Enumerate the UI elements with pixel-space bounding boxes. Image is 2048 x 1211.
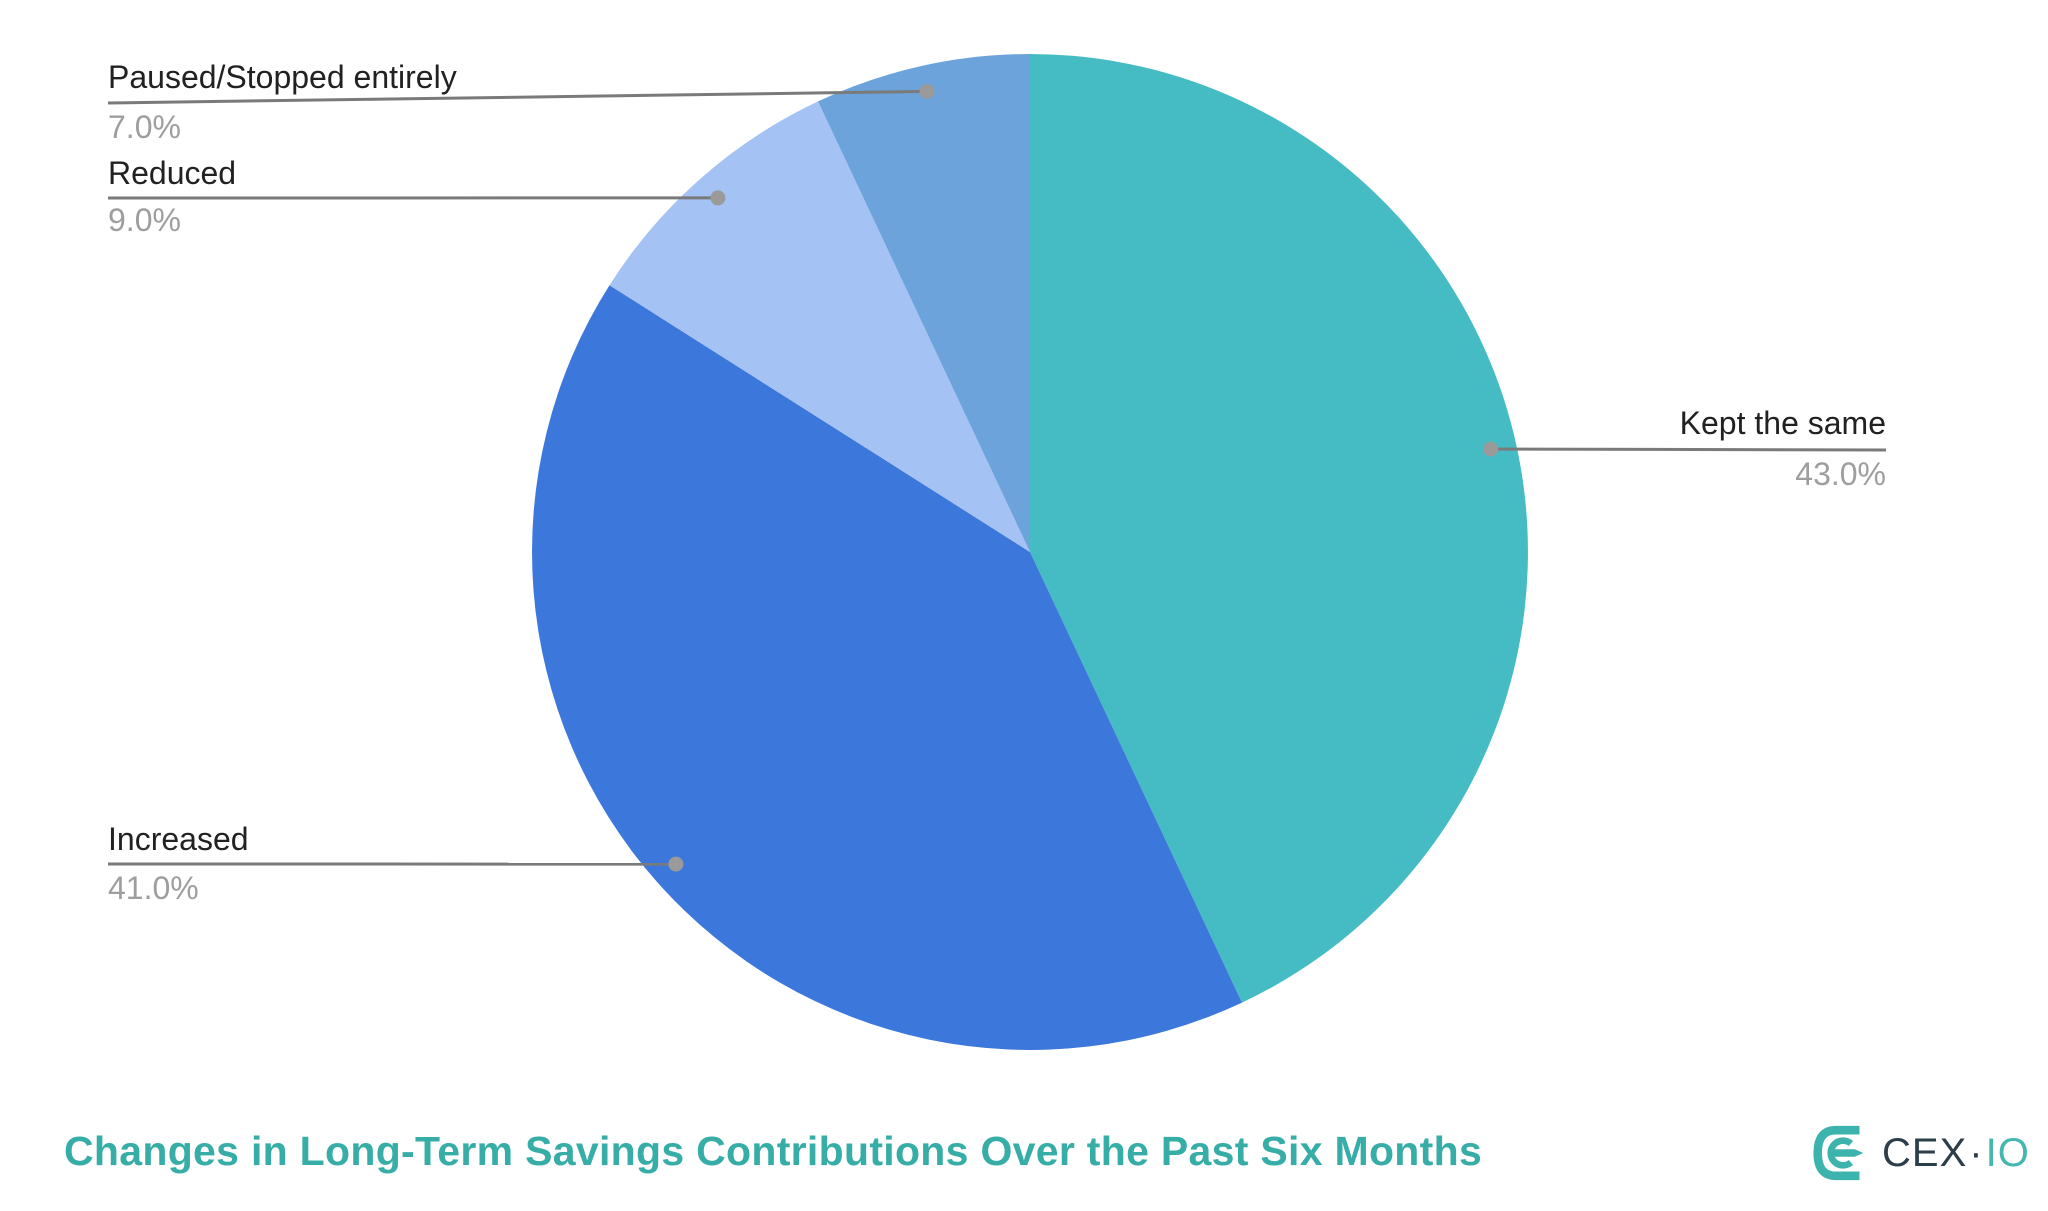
callout-line xyxy=(1490,447,1887,452)
cexio-logo: CEX · IO xyxy=(1812,1120,2030,1186)
callout-dot xyxy=(710,190,726,206)
callout-line xyxy=(107,89,928,105)
callout-percent-kept-the-same: 43.0% xyxy=(1795,456,1886,492)
callout-percent-paused-stopped-entirely: 7.0% xyxy=(108,109,181,145)
logo-outer-c xyxy=(1813,1125,1860,1181)
logo-text-cex: CEX xyxy=(1882,1130,1968,1175)
cexio-logo-text: CEX · IO xyxy=(1882,1131,2030,1176)
pie-slice-increased xyxy=(532,285,1242,1050)
callout-dot xyxy=(919,83,935,99)
callout-dot xyxy=(1483,441,1499,457)
callout-label-kept-the-same: Kept the same xyxy=(1679,405,1886,441)
callout-percent-increased: 41.0% xyxy=(108,870,199,906)
logo-inner-c xyxy=(1827,1137,1854,1169)
pie-slice-kept-the-same xyxy=(1030,54,1528,1003)
cexio-logo-mark-icon xyxy=(1813,1125,1864,1181)
callout-dot xyxy=(668,856,684,872)
logo-text-separator: · xyxy=(1969,1130,1984,1175)
pie-slice-reduced xyxy=(609,101,1030,553)
chart-title: Changes in Long-Term Savings Contributio… xyxy=(64,1128,1483,1174)
pie-slice-paused-stopped-entirely xyxy=(818,54,1030,552)
callout-label-reduced: Reduced xyxy=(108,155,237,191)
logo-arrow xyxy=(1832,1149,1864,1157)
logo-text-io: IO xyxy=(1985,1130,2030,1175)
callout-label-increased: Increased xyxy=(108,821,249,857)
callout-label-paused-stopped-entirely: Paused/Stopped entirely xyxy=(108,59,457,95)
callout-percent-reduced: 9.0% xyxy=(108,202,181,238)
